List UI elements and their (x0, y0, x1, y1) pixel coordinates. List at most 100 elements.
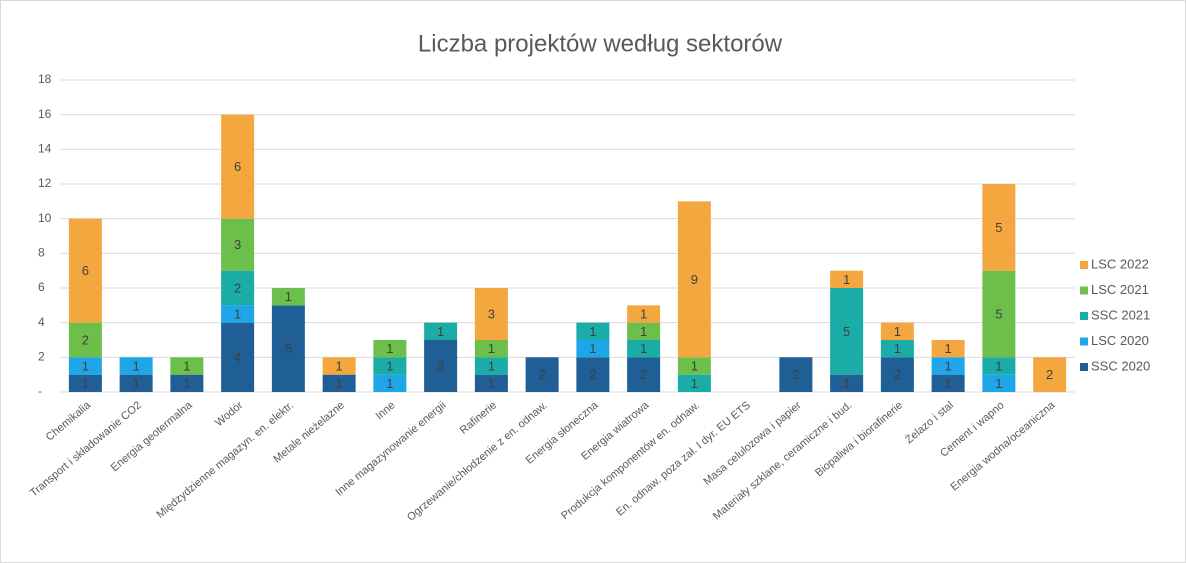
bar-segment (424, 322, 458, 340)
data-label: 2 (640, 367, 647, 382)
data-label: 1 (285, 289, 292, 304)
bar-segment (221, 322, 255, 392)
data-label: 1 (589, 324, 596, 339)
data-label: 1 (386, 341, 393, 356)
data-label: 5 (995, 306, 1002, 321)
data-label: 1 (894, 324, 901, 339)
legend-label: SSC 2021 (1091, 307, 1150, 322)
data-label: 1 (82, 358, 89, 373)
data-label: 1 (488, 376, 495, 391)
bar-segment (677, 201, 711, 358)
data-label: 1 (488, 341, 495, 356)
data-label: 1 (82, 376, 89, 391)
data-label: 3 (488, 306, 495, 321)
data-label: 1 (183, 358, 190, 373)
data-label: 9 (691, 272, 698, 287)
data-label: 1 (133, 376, 140, 391)
data-label: 2 (82, 332, 89, 347)
bar-segment (576, 357, 610, 392)
bar-segment (830, 374, 864, 392)
bar-segment (221, 305, 255, 323)
bar-segment (119, 374, 153, 392)
data-label: 1 (386, 376, 393, 391)
bar-segment (627, 357, 661, 392)
bar-segment (474, 374, 508, 392)
data-label: 3 (234, 237, 241, 252)
y-tick-label: 16 (38, 107, 52, 121)
bar-segment (982, 184, 1016, 271)
bar-segment (373, 340, 407, 358)
bar-segment (931, 340, 965, 358)
bar-segment (931, 374, 965, 392)
data-label: 1 (995, 358, 1002, 373)
bar-segment (830, 270, 864, 288)
bar-segment (931, 357, 965, 375)
data-label: 1 (336, 376, 343, 391)
data-label: 1 (336, 358, 343, 373)
data-label: 1 (691, 376, 698, 391)
data-label: 1 (488, 358, 495, 373)
bar-segment (170, 357, 204, 375)
bar-segment (424, 340, 458, 392)
data-label: 4 (234, 350, 241, 365)
bar-segment (68, 218, 102, 323)
bar-segment (474, 357, 508, 375)
data-label: 1 (234, 306, 241, 321)
bar-segment (1033, 357, 1067, 392)
chart-title: Liczba projektów według sektorów (418, 30, 783, 57)
legend-swatch (1080, 363, 1088, 371)
y-tick-label: 4 (38, 315, 45, 329)
y-tick-label: 14 (38, 142, 52, 156)
y-tick-label: 12 (38, 176, 52, 190)
bar-segment (982, 270, 1016, 358)
bar-segment (271, 288, 305, 306)
data-label: 1 (691, 358, 698, 373)
data-label: 1 (386, 358, 393, 373)
data-label: 1 (945, 358, 952, 373)
bar-segment (271, 305, 305, 392)
bar-segment (779, 357, 813, 392)
bar-segment (474, 288, 508, 340)
y-tick-label: 6 (38, 280, 45, 294)
bar-segment (68, 357, 102, 375)
bar-segment (982, 357, 1016, 375)
data-label: 1 (945, 376, 952, 391)
data-label: 6 (234, 159, 241, 174)
bar-segment (221, 218, 255, 271)
legend-label: SSC 2020 (1091, 358, 1150, 373)
data-label: 1 (894, 341, 901, 356)
y-tick-label: 8 (38, 246, 45, 260)
data-label: 1 (995, 376, 1002, 391)
data-label: 2 (792, 367, 799, 382)
data-label: 1 (589, 341, 596, 356)
data-label: 5 (995, 220, 1002, 235)
legend-swatch (1080, 261, 1088, 269)
legend-swatch (1080, 286, 1088, 295)
bar-segment (322, 357, 356, 375)
bar-segment (170, 374, 204, 392)
bar-segment (830, 288, 864, 375)
bar-segment (474, 340, 508, 358)
data-label: 2 (539, 367, 546, 382)
data-label: 1 (843, 272, 850, 287)
legend-label: LSC 2020 (1091, 333, 1149, 348)
legend-label: LSC 2021 (1091, 282, 1149, 297)
data-label: 1 (640, 324, 647, 339)
bar-segment (627, 340, 661, 358)
data-label: 1 (640, 306, 647, 321)
data-label: 6 (82, 263, 89, 278)
bar-segment (627, 322, 661, 340)
legend-label: LSC 2022 (1091, 256, 1149, 271)
bar-segment (68, 374, 102, 392)
bar-segment (373, 374, 407, 392)
legend-swatch (1080, 337, 1088, 346)
bar-segment (221, 114, 255, 219)
bar-segment (880, 340, 914, 358)
bar-segment (576, 322, 610, 340)
data-label: 3 (437, 358, 444, 373)
data-label: 2 (1046, 367, 1053, 382)
bar-segment (627, 305, 661, 323)
bar-segment (221, 270, 255, 306)
data-label: 2 (234, 280, 241, 295)
